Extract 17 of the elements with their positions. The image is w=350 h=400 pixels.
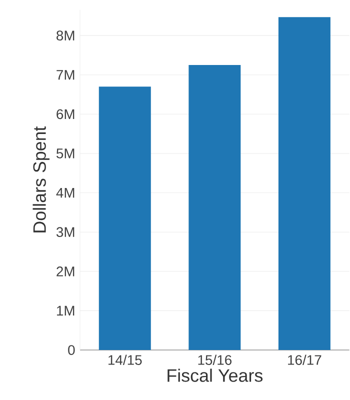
x-tick-label: 15/16: [198, 354, 232, 365]
x-tick-label: 16/17: [288, 354, 322, 365]
y-tick-label: 3M: [56, 227, 74, 238]
bar: [98, 86, 151, 350]
y-tick-label: 4M: [56, 188, 74, 198]
x-tick-label: 14/15: [108, 354, 142, 365]
y-axis-title: Dollars Spent: [32, 126, 50, 232]
y-tick-label: 6M: [56, 109, 74, 120]
y-tick-label: 1M: [56, 306, 74, 316]
bar: [188, 65, 241, 350]
bar: [278, 17, 330, 350]
y-tick-label: 5M: [56, 148, 74, 158]
x-axis-title: Fiscal Years: [168, 368, 263, 382]
y-tick-label: 0: [68, 345, 75, 355]
y-tick-label: 8M: [56, 30, 74, 40]
y-tick-label: 7M: [56, 70, 74, 80]
y-tick-label: 2M: [56, 266, 74, 276]
